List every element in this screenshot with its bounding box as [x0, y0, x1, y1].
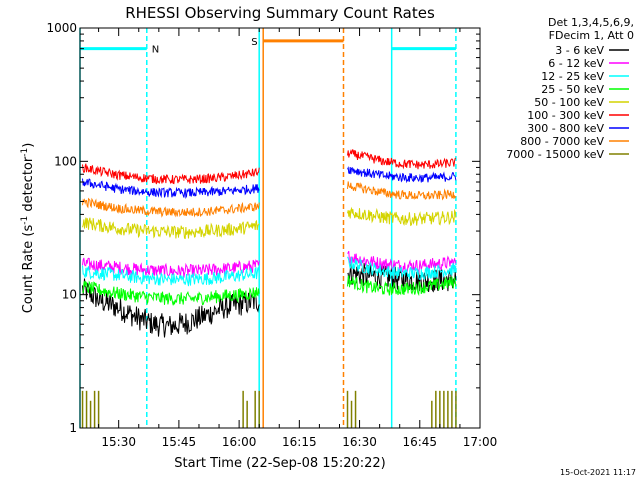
night-bar-label: N — [152, 45, 159, 56]
legend-entry-label: 6 - 12 keV — [548, 57, 604, 70]
series-0-segment-0 — [82, 278, 260, 338]
legend-header-line: Det 1,3,4,5,6,9, — [548, 16, 634, 29]
high-energy-bursts — [81, 390, 457, 428]
series-4-segment-1 — [347, 206, 457, 227]
x-axis: 15:30 15:45 16:00 16:15 16:30 16:45 17:00 — [98, 28, 498, 449]
x-tick-label: 16:00 — [222, 435, 257, 449]
legend-entry-label: 25 - 50 keV — [541, 83, 604, 96]
plot-frame — [79, 27, 481, 429]
y-label-main: Count Rate (s — [21, 225, 36, 314]
y-label-mid: detector — [21, 156, 36, 216]
legend-entry-label: 100 - 300 keV — [527, 109, 604, 122]
series-7-segment-0 — [82, 197, 260, 218]
legend-entry-label: 7000 - 15000 keV — [506, 148, 604, 161]
x-tick-label: 16:15 — [282, 435, 317, 449]
series-3-segment-1 — [347, 275, 457, 297]
y-label-sup1: -1 — [20, 216, 30, 225]
legend-entry-label: 800 - 7000 keV — [520, 135, 604, 148]
series-1-segment-0 — [82, 257, 260, 278]
footer-timestamp: 15-Oct-2021 11:17 — [560, 468, 636, 477]
x-tick-label: 17:00 — [463, 435, 498, 449]
x-tick-label: 15:45 — [162, 435, 197, 449]
y-tick-label: 1 — [69, 421, 77, 435]
y-label-sup2: -1 — [20, 148, 30, 157]
series-7-segment-1 — [347, 181, 457, 201]
legend: Det 1,3,4,5,6,9,FDecim 1, Att 0 3 - 6 keV… — [506, 16, 634, 161]
series-5-segment-1 — [347, 149, 457, 170]
x-axis-label: Start Time (22-Sep-08 15:20:22) — [174, 456, 385, 471]
series-4-segment-0 — [82, 217, 260, 240]
legend-entry-label: 3 - 6 keV — [555, 44, 604, 57]
y-label-end: ) — [21, 143, 36, 148]
series-5-segment-0 — [82, 163, 260, 185]
series-2-segment-0 — [82, 265, 260, 287]
legend-header-line: FDecim 1, Att 0 — [549, 29, 634, 42]
legend-entry-label: 300 - 800 keV — [527, 122, 604, 135]
x-tick-label: 16:45 — [402, 435, 437, 449]
series-6-segment-0 — [82, 178, 260, 199]
series-6-segment-1 — [347, 165, 457, 184]
saa-bar-label: S — [251, 37, 257, 48]
y-tick-label: 10 — [62, 288, 77, 302]
chart-title: RHESSI Observing Summary Count Rates — [125, 4, 435, 22]
series-2-segment-1 — [347, 256, 457, 280]
legend-entry-label: 12 - 25 keV — [541, 70, 604, 83]
y-axis-label: Count Rate (s-1 detector-1) — [20, 143, 36, 314]
y-axis: 1 10 100 1000 — [46, 21, 480, 435]
x-tick-label: 16:30 — [342, 435, 377, 449]
series-layer — [82, 149, 457, 338]
y-tick-label: 100 — [54, 154, 77, 168]
y-tick-label: 1000 — [46, 21, 77, 35]
x-tick-label: 15:30 — [101, 435, 136, 449]
legend-entry-label: 50 - 100 keV — [534, 96, 604, 109]
series-3-segment-0 — [82, 280, 260, 306]
